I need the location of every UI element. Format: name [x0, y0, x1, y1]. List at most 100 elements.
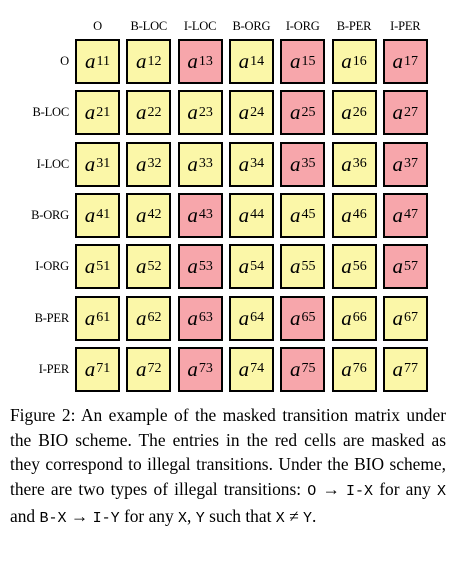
legal-cell: a 12: [126, 39, 172, 84]
entry-subscript: 72: [147, 361, 162, 377]
entry-symbol: a: [289, 100, 301, 125]
legal-cell: a 67: [382, 295, 428, 341]
entry-symbol: a: [238, 100, 250, 125]
legal-cell: a 36: [331, 141, 377, 187]
entry-symbol: a: [341, 254, 352, 279]
entry-symbol: a: [187, 49, 198, 73]
caption-code: X: [436, 482, 446, 500]
entry-symbol: a: [392, 151, 404, 176]
masked-cell: a 65: [280, 295, 326, 341]
legal-cell: a 42: [126, 192, 172, 238]
column-header: I-PER: [390, 19, 421, 33]
entry-symbol: a: [238, 305, 250, 330]
masked-cell: a 15: [280, 39, 326, 84]
entry-subscript: 43: [198, 207, 213, 223]
entry-symbol: a: [392, 254, 404, 279]
entry-symbol: a: [84, 202, 96, 227]
masked-cell: a 17: [382, 39, 428, 84]
caption-neq: ≠: [284, 506, 304, 526]
caption-text: for any: [119, 506, 179, 526]
legal-cell: a 51: [75, 244, 120, 290]
entry-subscript: 24: [250, 104, 265, 120]
entry-subscript: 71: [96, 361, 111, 377]
entry-subscript: 16: [352, 53, 367, 69]
legal-cell: a 52: [126, 244, 172, 290]
caption-text: such that: [204, 506, 276, 526]
entry-symbol: a: [289, 202, 301, 227]
entry-symbol: a: [341, 202, 352, 227]
entry-subscript: 22: [147, 104, 162, 120]
entry-subscript: 42: [147, 207, 162, 223]
caption-text: An example of the masked transition matr…: [10, 405, 446, 499]
entry-symbol: a: [238, 151, 250, 176]
entry-symbol: a: [238, 254, 250, 279]
entry-symbol: a: [187, 202, 198, 227]
entry-symbol: a: [187, 100, 198, 125]
figure-caption: Figure 2: An example of the masked trans…: [10, 403, 446, 532]
masked-cell: a 43: [177, 192, 223, 238]
entry-subscript: 25: [301, 104, 316, 120]
entry-symbol: a: [136, 151, 147, 176]
row-header: I-ORG: [35, 259, 69, 274]
entry-subscript: 34: [250, 156, 265, 172]
entry-symbol: a: [84, 305, 96, 330]
legal-cell: a 66: [331, 295, 377, 341]
entry-subscript: 52: [147, 258, 162, 274]
column-header: B-PER: [336, 19, 372, 33]
entry-symbol: a: [84, 356, 96, 381]
masked-cell: a 75: [280, 346, 326, 392]
entry-subscript: 46: [352, 207, 367, 223]
entry-symbol: a: [187, 254, 198, 279]
entry-subscript: 27: [404, 104, 419, 120]
entry-subscript: 47: [404, 207, 419, 223]
masked-cell: a 63: [177, 295, 223, 341]
entry-symbol: a: [136, 305, 147, 330]
entry-subscript: 63: [198, 310, 213, 325]
entry-subscript: 32: [147, 156, 162, 172]
caption-arrow: →: [316, 478, 347, 499]
entry-subscript: 61: [96, 310, 111, 325]
masked-cell: a 47: [382, 192, 428, 238]
caption-text: ,: [187, 506, 196, 526]
entry-subscript: 53: [198, 258, 213, 274]
legal-cell: a 34: [228, 141, 274, 187]
masked-cell: a 13: [177, 39, 223, 84]
row-header: B-ORG: [31, 207, 69, 222]
legal-cell: a 11: [75, 39, 120, 84]
entry-symbol: a: [238, 49, 250, 73]
entry-subscript: 66: [352, 310, 367, 325]
legal-cell: a 71: [75, 346, 120, 392]
caption-code: I-X: [346, 482, 374, 500]
entry-subscript: 41: [96, 207, 111, 223]
row-header: B-LOC: [32, 105, 69, 120]
entry-symbol: a: [84, 100, 96, 125]
entry-symbol: a: [85, 49, 96, 73]
entry-symbol: a: [136, 356, 147, 381]
legal-cell: a 22: [126, 90, 172, 136]
legal-cell: a 61: [75, 295, 120, 341]
entry-subscript: 14: [250, 53, 265, 69]
entry-subscript: 76: [352, 361, 367, 377]
legal-cell: a 64: [228, 295, 274, 341]
legal-cell: a 14: [228, 39, 274, 84]
entry-symbol: a: [187, 151, 198, 176]
entry-subscript: 55: [301, 258, 316, 274]
legal-cell: a 62: [126, 295, 172, 341]
masked-cell: a 25: [280, 90, 326, 136]
entry-symbol: a: [136, 254, 147, 279]
entry-subscript: 56: [352, 258, 367, 274]
entry-symbol: a: [341, 49, 352, 73]
entry-symbol: a: [392, 305, 404, 330]
entry-subscript: 13: [198, 53, 213, 69]
legal-cell: a 23: [177, 90, 223, 136]
column-header: I-ORG: [285, 19, 320, 33]
entry-symbol: a: [289, 356, 301, 381]
entry-subscript: 36: [352, 156, 367, 172]
entry-subscript: 73: [198, 361, 213, 377]
entry-subscript: 54: [250, 258, 265, 274]
entry-subscript: 11: [96, 53, 110, 69]
entry-symbol: a: [84, 254, 96, 279]
entry-subscript: 37: [404, 156, 419, 172]
masked-cell: a 73: [177, 346, 223, 392]
